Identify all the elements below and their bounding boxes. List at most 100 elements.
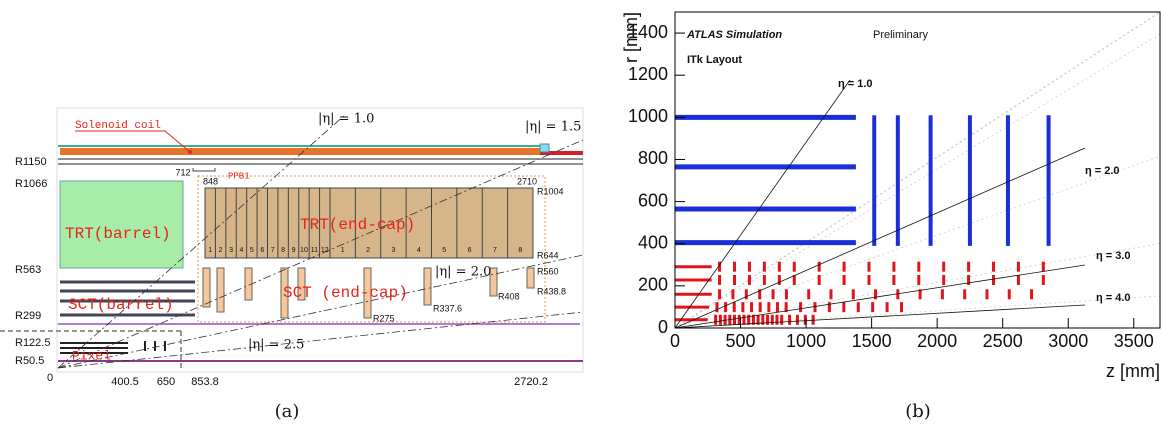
pixel-label: Pixel: [72, 348, 111, 363]
dimension-label: R275: [373, 313, 395, 323]
wheel-number: 2: [366, 247, 370, 254]
solenoid-box: [540, 144, 549, 152]
pixel-ring: [807, 289, 810, 299]
wheel-number: 9: [292, 247, 296, 254]
pixel-ring: [750, 302, 753, 312]
pixel-ring: [772, 289, 775, 299]
dimension-label: R1004: [537, 186, 564, 196]
pixel-ring: [748, 275, 751, 285]
pixel-ring: [733, 275, 736, 285]
sct-disk: [424, 268, 431, 305]
pixel-ring: [886, 302, 889, 312]
pixel-ring: [868, 275, 871, 285]
dimension-label: R337.6: [433, 303, 462, 313]
sct-disk: [217, 268, 224, 312]
z-label: 400.5: [111, 376, 139, 388]
pixel-ring: [1017, 262, 1020, 272]
eta-label: η = 2.0: [1085, 165, 1120, 177]
eta-line: [675, 305, 1085, 328]
y-tick-label: 800: [638, 148, 668, 168]
pixel-ring: [733, 302, 736, 312]
eta-label: |η| = 1.0: [318, 112, 374, 127]
pixel-ring: [759, 302, 762, 312]
x-tick-label: 0: [670, 331, 680, 351]
wheel-number: 4: [417, 247, 421, 254]
pixel-ring: [766, 315, 769, 325]
x-tick-label: 1500: [852, 331, 892, 351]
eta-label: |η| = 2.5: [248, 338, 304, 353]
pixel-ring: [785, 289, 788, 299]
pixel-ring: [985, 289, 988, 299]
y-tick-label: 1000: [628, 106, 668, 126]
pixel-ring: [742, 315, 745, 325]
r-label: R122.5: [15, 337, 50, 349]
pixel-ring: [775, 315, 778, 325]
pixel-ring: [1030, 289, 1033, 299]
figure: 12345678910111212345678: [0, 0, 1163, 431]
pixel-ring: [992, 275, 995, 285]
wheel-number: 5: [250, 247, 254, 254]
eta-line: [675, 265, 1085, 328]
r-label: R563: [15, 264, 41, 276]
dimension-label: 712: [175, 167, 190, 177]
wheel-number: 5: [442, 247, 446, 254]
y-tick-label: 0: [658, 317, 668, 337]
y-axis-label: r [mm]: [621, 12, 641, 63]
pixel-ring: [829, 289, 832, 299]
solenoid-dot: [188, 150, 192, 154]
trt-barrel-label: TRT(barrel): [65, 225, 171, 243]
pixel-ring: [942, 275, 945, 285]
pixel-ring: [828, 302, 831, 312]
pixel-ring: [843, 275, 846, 285]
pixel-ring: [718, 275, 721, 285]
y-tick-label: 200: [638, 275, 668, 295]
pixel-ring: [812, 315, 815, 325]
pixel-ring: [733, 262, 736, 272]
pixel-ring: [941, 289, 944, 299]
bracket: [193, 168, 215, 171]
r-label: R299: [15, 310, 41, 322]
sct-disk: [203, 268, 210, 307]
pixel-ring: [917, 262, 920, 272]
wheel-number: 6: [468, 247, 472, 254]
title: ATLAS Simulation: [686, 29, 782, 41]
wheel-number: 3: [229, 247, 233, 254]
pixel-ring: [868, 262, 871, 272]
wheel-number: 11: [311, 247, 318, 254]
pixel-ring: [778, 275, 781, 285]
caption: (a): [275, 401, 300, 422]
pixel-ring: [719, 315, 722, 325]
pixel-ring: [776, 302, 779, 312]
pixel-ring: [1042, 275, 1045, 285]
eta-label: η = 1.0: [838, 78, 873, 90]
pixel-ring: [892, 275, 895, 285]
r-label: R50.5: [15, 355, 44, 367]
y-tick-label: 600: [638, 190, 668, 210]
pixel-ring: [917, 275, 920, 285]
pixel-ring: [763, 262, 766, 272]
pixel-ring: [843, 262, 846, 272]
solenoid-label: Solenoid coil: [75, 120, 161, 132]
pixel-ring: [718, 289, 721, 299]
r-label: R1066: [15, 178, 47, 190]
pixel-ring: [771, 315, 774, 325]
pixel-ring: [796, 315, 799, 325]
wheel-number: 3: [391, 247, 395, 254]
wheel-number: 4: [240, 247, 244, 254]
dimension-label: R560: [537, 266, 559, 276]
trt-endcap-label: TRT(end-cap): [300, 216, 415, 234]
eta-line: [675, 148, 1085, 328]
r-label: R1150: [15, 156, 47, 168]
pixel-ring: [763, 275, 766, 285]
pixel-ring: [715, 302, 718, 312]
pixel-ring: [900, 302, 903, 312]
pixel-ring: [1042, 262, 1045, 272]
x-tick-label: 500: [726, 331, 756, 351]
y-tick-label: 400: [638, 232, 668, 252]
eta-label: η = 4.0: [1096, 292, 1131, 304]
pixel-ring: [799, 302, 802, 312]
dimension-label: R644: [537, 250, 559, 260]
caption: (b): [905, 401, 931, 422]
pixel-ring: [731, 289, 734, 299]
